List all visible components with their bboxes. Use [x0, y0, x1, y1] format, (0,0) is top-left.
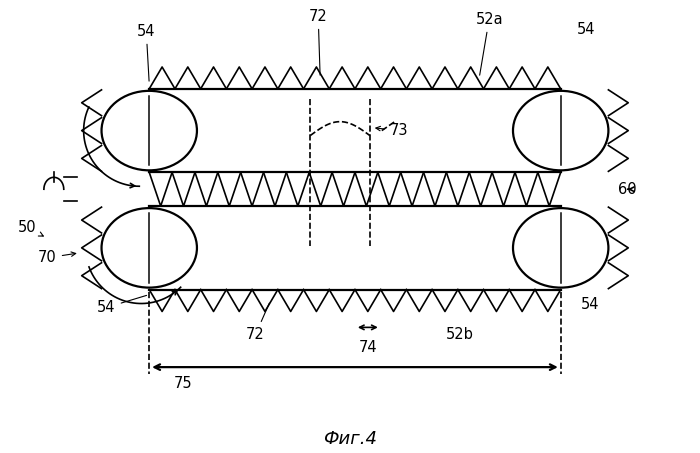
Text: 72: 72 [246, 303, 270, 342]
Text: 54: 54 [581, 297, 600, 312]
Text: 72: 72 [309, 9, 328, 75]
Ellipse shape [513, 91, 608, 170]
Text: 54: 54 [578, 22, 596, 37]
Text: 52a: 52a [475, 12, 503, 75]
Text: 73: 73 [376, 123, 408, 138]
Text: 70: 70 [38, 251, 76, 265]
Text: 75: 75 [174, 376, 193, 390]
Ellipse shape [102, 208, 197, 288]
Text: 50: 50 [18, 221, 43, 236]
Text: 52b: 52b [445, 327, 473, 342]
Text: 54: 54 [97, 295, 146, 315]
Text: 60: 60 [618, 182, 637, 197]
Ellipse shape [102, 91, 197, 170]
Text: 74: 74 [358, 340, 377, 355]
Ellipse shape [513, 208, 608, 288]
Text: Фиг.4: Фиг.4 [323, 430, 377, 448]
Text: 54: 54 [137, 24, 155, 81]
